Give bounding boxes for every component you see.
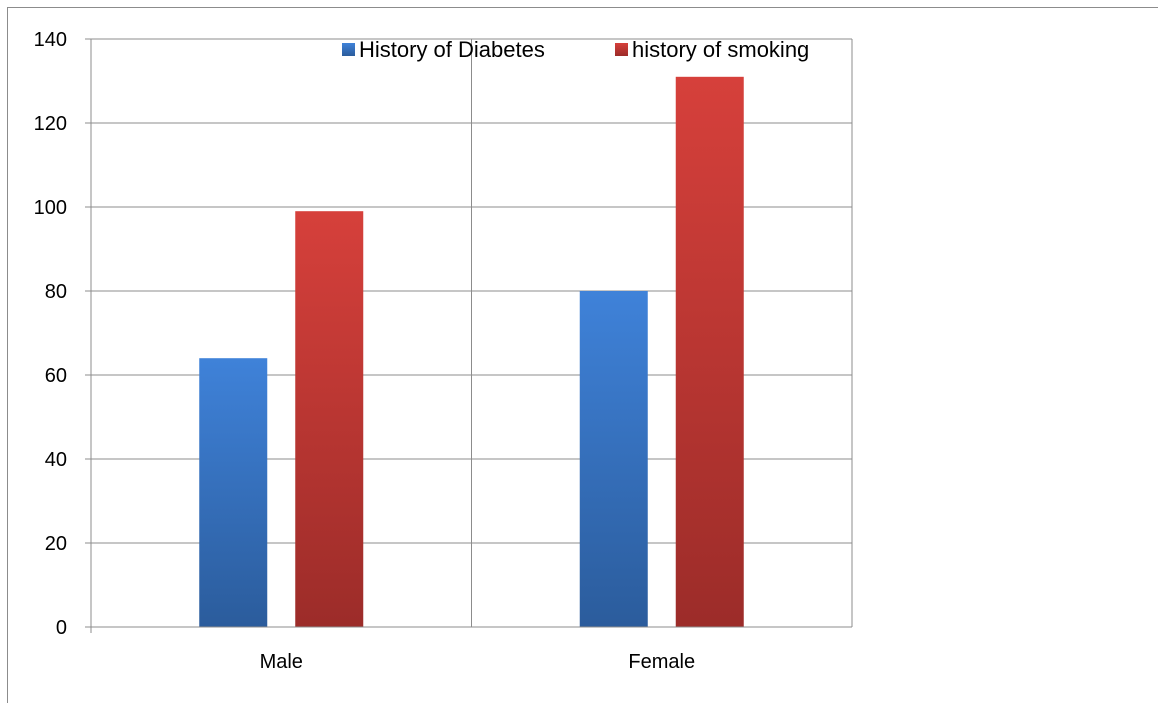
y-tick-labels: 0 20 40 60 80 100 120 140 <box>34 29 67 639</box>
bars <box>199 76 744 628</box>
legend-label-0: History of Diabetes <box>359 37 545 62</box>
bar-0-1 <box>295 211 364 627</box>
x-tick-labels: Male Female <box>260 651 696 673</box>
y-tick-label: 140 <box>34 29 67 51</box>
x-tick-label: Female <box>628 651 695 673</box>
legend: History of Diabetes history of smoking <box>342 37 809 62</box>
y-tick-label: 0 <box>56 617 67 639</box>
axes <box>85 38 852 633</box>
y-tick-label: 40 <box>45 449 67 471</box>
bar-0-0 <box>199 358 268 627</box>
y-tick-label: 100 <box>34 197 67 219</box>
legend-label-1: history of smoking <box>632 37 809 62</box>
legend-swatch-0 <box>342 43 355 56</box>
chart-frame <box>7 7 1158 703</box>
y-tick-label: 80 <box>45 281 67 303</box>
y-tick-label: 60 <box>45 365 67 387</box>
y-tick-label: 120 <box>34 113 67 135</box>
legend-swatch-1 <box>615 43 628 56</box>
bar-1-1 <box>675 76 744 628</box>
bar-1-0 <box>579 291 648 627</box>
x-tick-label: Male <box>260 651 303 673</box>
y-tick-label: 20 <box>45 533 67 555</box>
